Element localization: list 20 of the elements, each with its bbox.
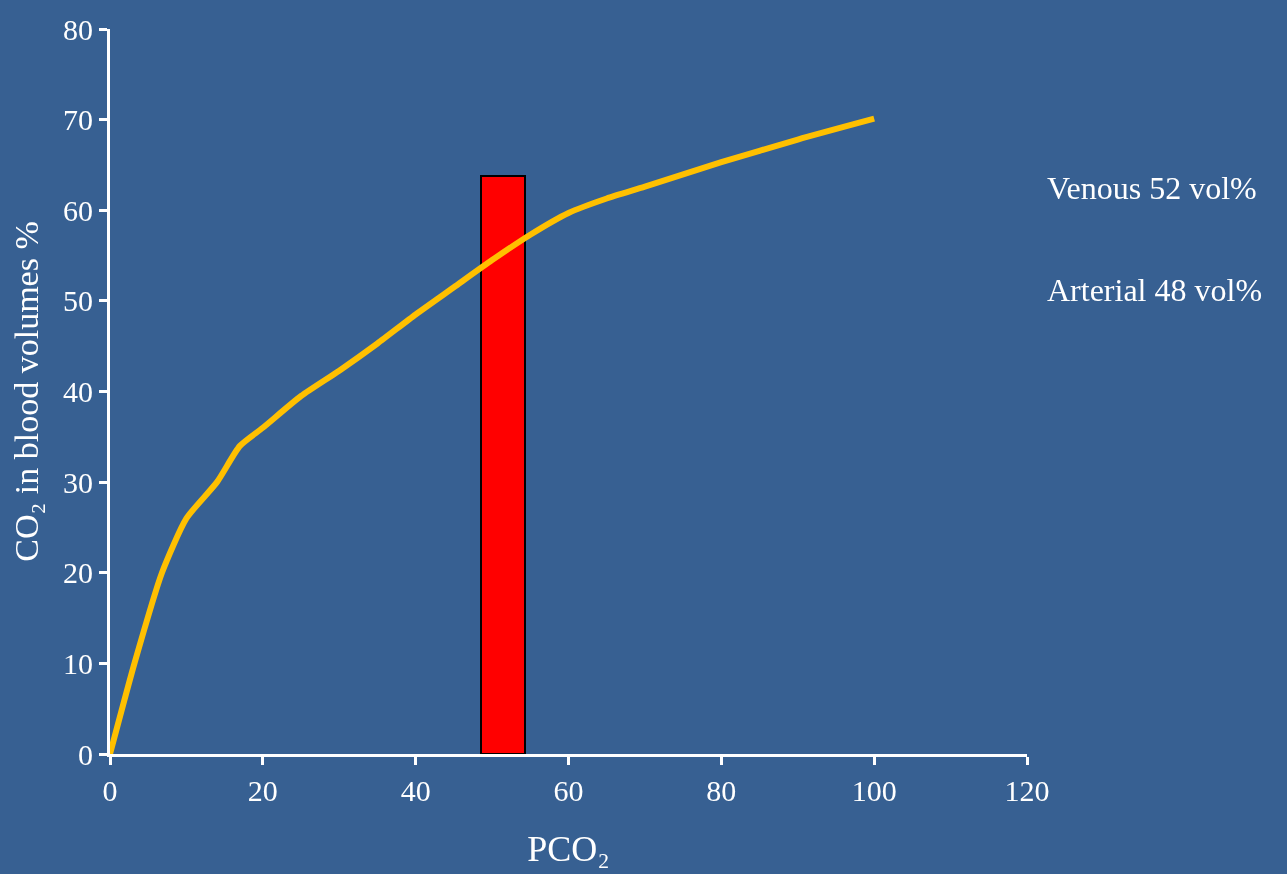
x-tick-label: 120 (1004, 774, 1050, 807)
y-tick-label: 60 (63, 193, 93, 227)
y-tick-label: 20 (63, 556, 93, 590)
x-tick-label: 20 (247, 774, 278, 807)
y-axis-title: CO₂ in blood volumes % (7, 221, 45, 562)
y-tick-label: 10 (63, 646, 93, 680)
x-tick-label: 60 (553, 774, 584, 807)
x-axis-title: PCO₂ (527, 828, 610, 869)
y-tick-label: 0 (78, 737, 93, 771)
text: Arterial 48 vol% (1047, 272, 1263, 308)
text: Venous 52 vol% (1047, 170, 1257, 206)
y-tick-label: 80 (63, 12, 93, 46)
y-tick-label: 30 (63, 465, 93, 499)
x-tick-label: 100 (851, 774, 897, 807)
x-tick-label: 0 (102, 774, 118, 807)
x-tick-label: 80 (706, 774, 737, 807)
y-tick-label: 50 (63, 284, 93, 318)
y-tick-label: 40 (63, 375, 93, 408)
x-tick-label: 40 (400, 774, 431, 807)
y-tick-label: 70 (63, 103, 93, 137)
